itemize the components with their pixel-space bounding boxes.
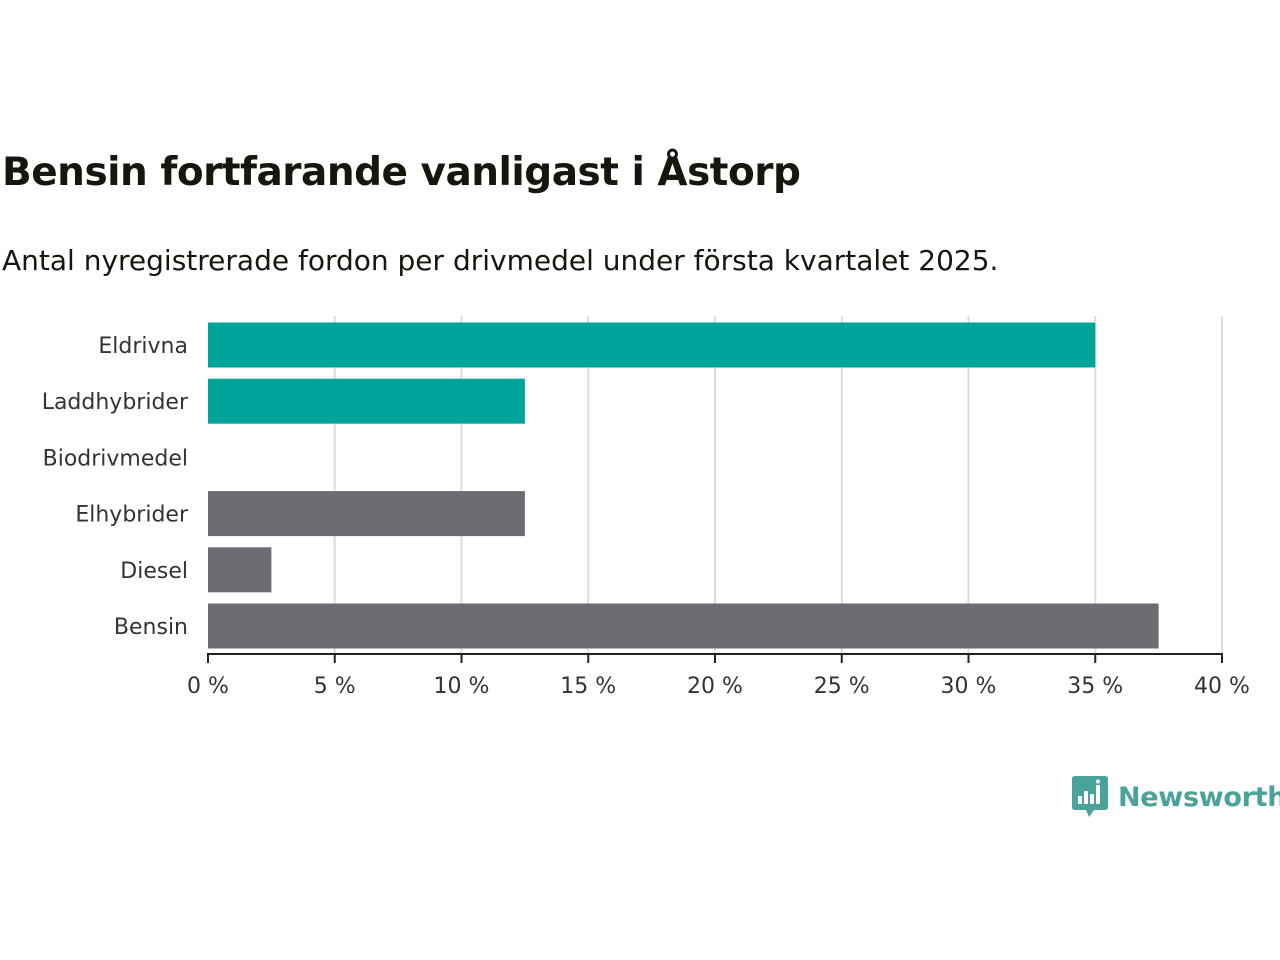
chart-title: Bensin fortfarande vanligast i Åstorp bbox=[2, 150, 801, 195]
x-tick-label: 5 % bbox=[314, 674, 356, 699]
bar-laddhybrider bbox=[208, 378, 525, 424]
brand-name: Newsworthy bbox=[1118, 781, 1280, 813]
category-label: Biodrivmedel bbox=[43, 446, 188, 471]
category-label: Bensin bbox=[114, 615, 188, 640]
x-tick-label: 25 % bbox=[814, 674, 870, 699]
bar-eldrivna bbox=[208, 322, 1096, 368]
x-tick-label: 35 % bbox=[1067, 674, 1123, 699]
bar-chart-speech-bubble-icon bbox=[1072, 776, 1108, 817]
x-tick-label: 10 % bbox=[434, 674, 490, 699]
x-tick-label: 30 % bbox=[941, 674, 997, 699]
x-tick-label: 40 % bbox=[1194, 674, 1250, 699]
bar-chart: Eldrivna Laddhybrider Biodrivmedel Elhybrid… bbox=[42, 316, 1250, 699]
category-label: Elhybrider bbox=[75, 503, 189, 528]
x-tick-label: 0 % bbox=[187, 674, 229, 699]
x-tick-label: 15 % bbox=[560, 674, 616, 699]
bar-elhybrider bbox=[208, 491, 525, 537]
chart-subtitle: Antal nyregistrerade fordon per drivmede… bbox=[2, 244, 999, 277]
category-label: Eldrivna bbox=[98, 334, 188, 359]
category-label: Diesel bbox=[120, 559, 188, 584]
category-label: Laddhybrider bbox=[42, 390, 189, 415]
bar-diesel bbox=[208, 547, 272, 593]
newsworthy-logo: Newsworthy bbox=[1072, 776, 1280, 818]
bar-bensin bbox=[208, 603, 1159, 649]
x-tick-label: 20 % bbox=[687, 674, 743, 699]
